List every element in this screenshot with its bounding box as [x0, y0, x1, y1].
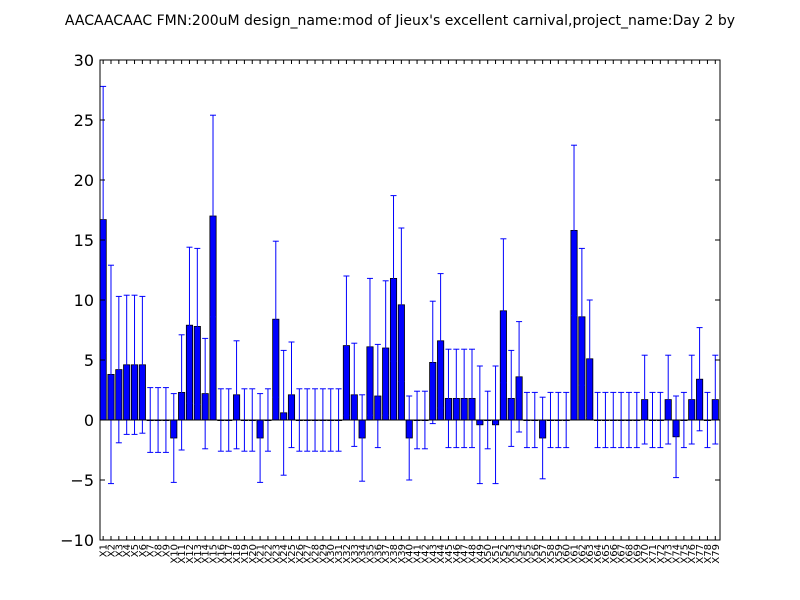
x-tick-label: X38 — [389, 544, 400, 564]
x-tick-label: X27 — [303, 544, 314, 564]
y-axis: −10 −5 0 5 10 15 20 25 30 — [60, 51, 720, 550]
x-tick-label: X52 — [499, 544, 510, 564]
x-tick-label: X61 — [570, 544, 581, 564]
x-tick-label: X2 — [106, 544, 117, 557]
x-tick-label: X51 — [491, 544, 502, 564]
x-tick-label: X57 — [538, 544, 549, 564]
x-tick-label: X17 — [224, 544, 235, 564]
x-tick-label: X49 — [475, 544, 486, 564]
x-tick-label: X60 — [562, 544, 573, 564]
x-tick-label: X43 — [428, 544, 439, 564]
x-tick-label: X25 — [287, 544, 298, 564]
x-tick-label: X34 — [358, 544, 369, 564]
x-tick-label: X71 — [648, 544, 659, 564]
x-tick-label: X56 — [530, 544, 541, 564]
x-tick-label: X55 — [522, 544, 533, 564]
y-tick-label: 15 — [74, 231, 94, 250]
y-tick-label: 0 — [84, 411, 94, 430]
x-tick-label: X14 — [201, 544, 212, 564]
x-tick-label: X5 — [130, 544, 141, 557]
y-tick-label: 10 — [74, 291, 94, 310]
x-tick-label: X24 — [279, 544, 290, 564]
y-tick-label: 25 — [74, 111, 94, 130]
x-tick-label: X64 — [593, 544, 604, 564]
x-tick-label: X30 — [326, 544, 337, 564]
x-tick-label: X42 — [420, 544, 431, 564]
x-tick-label: X37 — [381, 544, 392, 564]
x-tick-label: X36 — [373, 544, 384, 564]
y-tick-label: 20 — [74, 171, 94, 190]
y-tick-label: −10 — [60, 531, 94, 550]
x-tick-label: X39 — [397, 544, 408, 564]
x-tick-label: X26 — [295, 544, 306, 564]
x-tick-label: X8 — [154, 544, 165, 557]
x-tick-label: X19 — [240, 544, 251, 564]
x-tick-label: X67 — [617, 544, 628, 564]
x-tick-label: X59 — [554, 544, 565, 564]
x-tick-label: X6 — [138, 544, 149, 557]
y-tick-label: 5 — [84, 351, 94, 370]
x-tick-label: X41 — [413, 544, 424, 564]
x-tick-label: X23 — [271, 544, 282, 564]
x-tick-label: X46 — [452, 544, 463, 564]
x-tick-label: X31 — [334, 544, 345, 564]
x-tick-label: X58 — [546, 544, 557, 564]
x-tick-label: X7 — [146, 544, 157, 557]
x-tick-label: X47 — [460, 544, 471, 564]
x-tick-label: X77 — [695, 544, 706, 564]
x-tick-label: X16 — [216, 544, 227, 564]
x-tick-label: X20 — [248, 544, 259, 564]
x-tick-label: X10 — [169, 544, 180, 564]
x-tick-label: X1 — [99, 544, 110, 557]
x-tick-label: X75 — [679, 544, 690, 564]
x-tick-label: X18 — [232, 544, 243, 564]
x-tick-label: X69 — [632, 544, 643, 564]
x-tick-label: X54 — [515, 544, 526, 564]
x-tick-label: X15 — [209, 544, 220, 564]
x-tick-label: X29 — [318, 544, 329, 564]
x-tick-label: X11 — [177, 544, 188, 564]
x-tick-label: X74 — [672, 544, 683, 564]
x-tick-label: X3 — [114, 544, 125, 557]
chart-marks — [99, 85, 720, 485]
x-tick-label: X35 — [365, 544, 376, 564]
x-tick-label: X9 — [161, 544, 172, 557]
x-tick-label: X44 — [436, 544, 447, 564]
x-tick-label: X50 — [483, 544, 494, 564]
x-tick-label: X78 — [703, 544, 714, 564]
y-tick-label: −5 — [70, 471, 94, 490]
x-tick-label: X12 — [185, 544, 196, 564]
x-tick-label: X72 — [656, 544, 667, 564]
x-tick-label: X45 — [444, 544, 455, 564]
x-tick-label: X70 — [640, 544, 651, 564]
plot-frame — [99, 59, 721, 541]
x-tick-label: X28 — [311, 544, 322, 564]
x-tick-label: X65 — [601, 544, 612, 564]
x-tick-label: X22 — [263, 544, 274, 564]
x-tick-label: X63 — [585, 544, 596, 564]
x-tick-label: X40 — [405, 544, 416, 564]
x-tick-label: X79 — [711, 544, 722, 564]
y-tick-label: 30 — [74, 51, 94, 70]
x-tick-label: X66 — [609, 544, 620, 564]
x-axis: X1X2X3X4X5X6X7X8X9X10X11X12X13X14X15X16X… — [99, 60, 722, 564]
x-tick-label: X53 — [507, 544, 518, 564]
x-tick-label: X76 — [687, 544, 698, 564]
x-tick-label: X32 — [342, 544, 353, 564]
x-tick-label: X73 — [664, 544, 675, 564]
x-tick-label: X33 — [350, 544, 361, 564]
x-tick-label: X4 — [122, 544, 133, 557]
x-tick-label: X62 — [577, 544, 588, 564]
x-tick-label: X48 — [468, 544, 479, 564]
x-tick-label: X13 — [193, 544, 204, 564]
x-tick-label: X68 — [624, 544, 635, 564]
x-tick-label: X21 — [256, 544, 267, 564]
chart-title: AACAACAAC FMN:200uM design_name:mod of J… — [65, 13, 735, 29]
